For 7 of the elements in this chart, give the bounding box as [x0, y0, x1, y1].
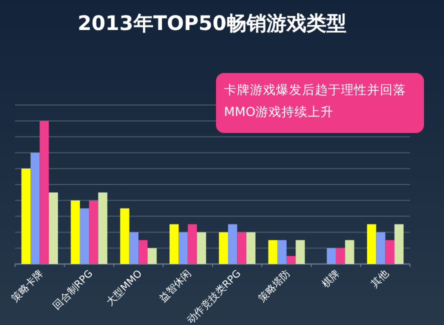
x-tick-label: 策略塔防 — [256, 268, 293, 304]
chart-title: 2013年TOP50畅销游戏类型 — [78, 11, 346, 35]
x-tick-label: 益智休闲 — [157, 268, 194, 304]
x-tick-label: 其他 — [368, 268, 392, 290]
text: 卡牌游戏爆发后趋于理性并回落 MMO游戏持续上升 — [224, 82, 406, 119]
x-tick-label: 棋牌 — [319, 268, 342, 290]
x-tick-label: 策略卡牌 — [9, 268, 46, 304]
